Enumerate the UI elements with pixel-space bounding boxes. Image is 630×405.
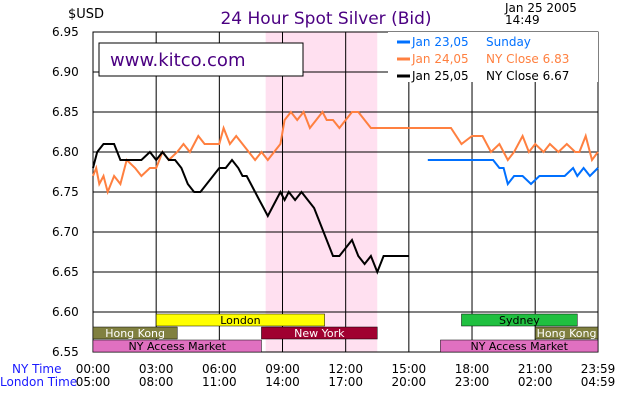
x-tick-label-london: 11:00	[202, 375, 237, 389]
legend-series-note: NY Close 6.67	[486, 69, 569, 83]
price-series	[92, 110, 599, 275]
session-bar	[155, 313, 325, 327]
y-tick-label: 6.85	[52, 105, 79, 119]
session-bar	[92, 339, 262, 353]
x-tick-label-ny: 23:59	[581, 362, 616, 376]
x-tick-label-ny: 21:00	[518, 362, 553, 376]
market-sessions: London Hong Kong New York NY Access Market S…	[92, 313, 599, 353]
legend-series-note: Sunday	[486, 35, 531, 49]
x-tick-label-ny: 09:00	[265, 362, 300, 376]
session-label: NY Access Market	[470, 340, 568, 353]
series-line	[92, 110, 599, 196]
x-tick-label-london: 04:59	[581, 375, 616, 389]
london-time-label: London Time	[0, 375, 77, 389]
legend: Jan 23,05 Sunday Jan 24,05 NY Close 6.83 Jan…	[388, 32, 598, 83]
session-label: London	[220, 314, 260, 327]
x-tick-label-ny: 15:00	[392, 362, 427, 376]
y-tick-labels: 6.55 6.60 6.65 6.70 6.75 6.80 6.85 6.90 6.95	[52, 25, 79, 359]
x-tick-label-london: 05:00	[76, 375, 111, 389]
x-tick-label-ny: 12:00	[328, 362, 363, 376]
session-bar	[534, 326, 599, 340]
watermark-box: www.kitco.com	[98, 42, 304, 77]
y-tick-label: 6.70	[52, 225, 79, 239]
session-label: Hong Kong	[105, 327, 165, 340]
ny-time-label: NY Time	[12, 362, 62, 376]
legend-series-note: NY Close 6.83	[486, 52, 569, 66]
session-label: NY Access Market	[129, 340, 227, 353]
watermark-text: www.kitco.com	[110, 50, 245, 71]
legend-series-name: Jan 23,05	[411, 35, 469, 49]
session-bar	[440, 339, 599, 353]
session-bar	[92, 326, 178, 340]
x-tick-label-london: 14:00	[265, 375, 300, 389]
x-tick-label-london: 23:00	[455, 375, 490, 389]
y-axis-unit: $USD	[68, 7, 104, 22]
y-tick-label: 6.75	[52, 185, 79, 199]
session-label: New York	[294, 327, 345, 340]
series-line	[92, 143, 409, 275]
chart-title: 24 Hour Spot Silver (Bid)	[220, 9, 431, 29]
x-tick-label-london: 20:00	[392, 375, 427, 389]
y-tick-label: 6.90	[52, 65, 79, 79]
session-label: Sydney	[499, 314, 540, 327]
series-line	[427, 159, 599, 187]
x-tick-label-london: 17:00	[328, 375, 363, 389]
plot-frame	[92, 31, 599, 353]
x-tick-label-london: 02:00	[518, 375, 553, 389]
y-tick-label: 6.60	[52, 305, 79, 319]
session-bar	[461, 313, 578, 327]
x-tick-label-london: 08:00	[139, 375, 174, 389]
legend-series-name: Jan 25,05	[411, 69, 469, 83]
session-bar	[261, 326, 378, 340]
session-label: Hong Kong	[537, 327, 597, 340]
chart-date: Jan 25 2005	[504, 1, 577, 15]
x-tick-label-ny: 18:00	[455, 362, 490, 376]
y-tick-label: 6.55	[52, 345, 79, 359]
x-tick-label-ny: 00:00	[76, 362, 111, 376]
y-tick-label: 6.80	[52, 145, 79, 159]
x-tick-label-ny: 03:00	[139, 362, 174, 376]
y-tick-label: 6.65	[52, 265, 79, 279]
y-tick-label: 6.95	[52, 25, 79, 39]
legend-series-name: Jan 24,05	[411, 52, 469, 66]
x-tick-label-ny: 06:00	[202, 362, 237, 376]
chart-time: 14:49	[505, 13, 540, 27]
